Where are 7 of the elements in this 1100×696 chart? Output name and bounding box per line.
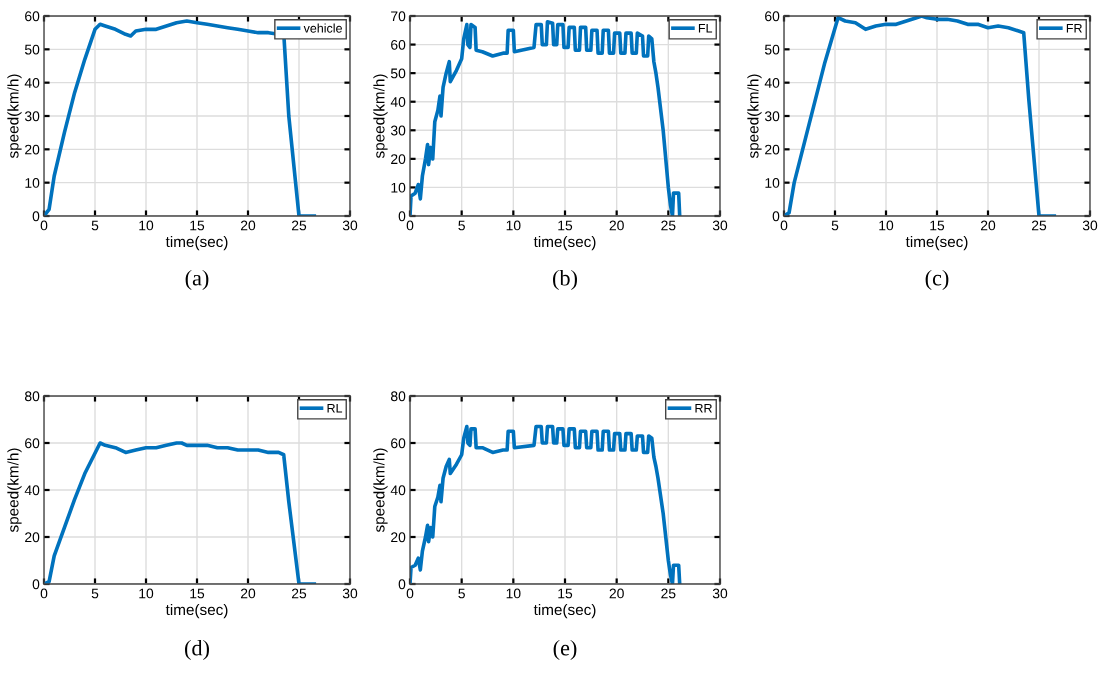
- text: (d): [185, 639, 209, 661]
- line-series: [44, 441, 317, 584]
- line-series: [410, 424, 682, 584]
- text: (c): [925, 269, 949, 291]
- text: (e): [553, 639, 577, 661]
- text: (a): [185, 269, 209, 291]
- text: (b): [553, 269, 577, 291]
